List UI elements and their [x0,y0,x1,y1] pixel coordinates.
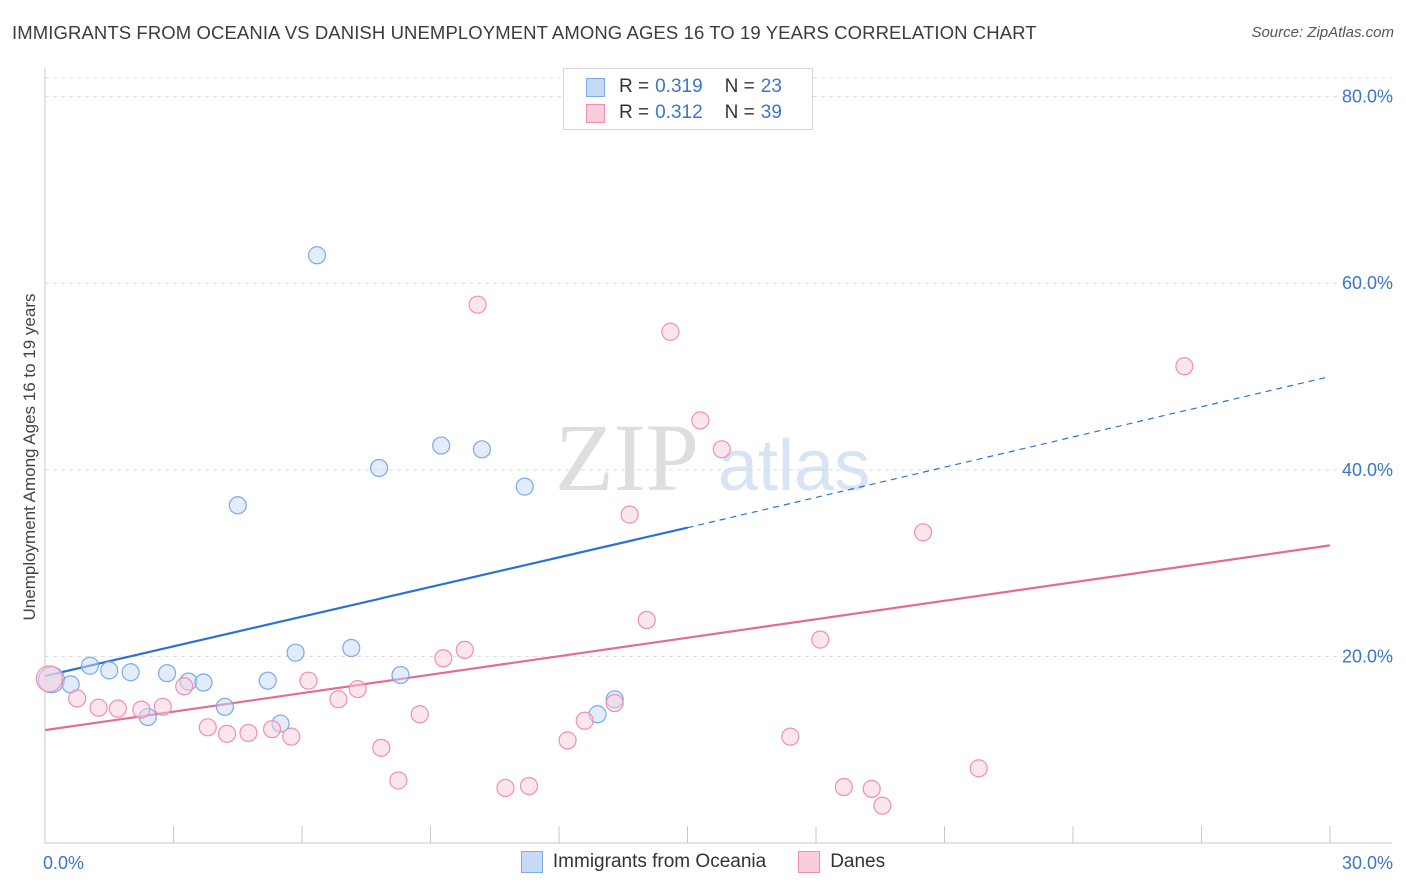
legend-row-danes: R = 0.312 N = 39 [586,100,782,126]
point-danes [834,777,853,797]
point-oceania [194,673,213,692]
point-danes [410,705,429,724]
point-oceania [472,440,491,459]
point-oceania [432,436,451,455]
point-danes [282,727,301,746]
point-danes [239,723,258,743]
trend-line-extension-oceania [687,375,1331,529]
point-oceania [157,664,177,683]
point-oceania [307,246,327,265]
point-danes [434,649,453,668]
point-danes [969,759,988,778]
chart-title: IMMIGRANTS FROM OCEANIA VS DANISH UNEMPL… [12,22,1037,43]
data-points [35,246,1194,815]
zipatlas-watermark: ZIP atlas [555,404,870,511]
point-danes [35,665,63,693]
tick-labels: 20.0% 40.0% 60.0% 80.0% 0.0% 30.0% [43,87,1393,873]
point-oceania [515,477,534,496]
point-danes [198,718,217,737]
correlation-legend: R = 0.319 N = 23 R = 0.312 N = 39 [563,68,813,130]
point-danes [575,711,594,730]
watermark-zip: ZIP [555,404,699,511]
y-tick-label: 60.0% [1342,273,1393,293]
legend-swatch-oceania [586,77,605,97]
point-danes [348,679,367,699]
point-oceania [370,458,389,478]
point-danes [455,640,474,659]
trend-line-oceania [44,526,688,678]
point-oceania [215,697,234,716]
point-danes [1175,357,1194,376]
point-danes [389,771,408,790]
point-oceania [80,656,100,675]
point-oceania [100,661,119,680]
point-danes [175,677,194,696]
x-tick-label-min: 0.0% [43,853,84,873]
point-danes [468,295,487,314]
point-danes [781,727,800,746]
legend-item-oceania[interactable]: Immigrants from Oceania [520,851,767,873]
point-danes [661,322,680,341]
legend-item-danes[interactable]: Danes [798,851,885,873]
legend-n-value-oceania: 23 [760,76,782,97]
legend-row-oceania: R = 0.319 N = 23 [586,74,782,100]
point-oceania [258,671,277,690]
point-oceania [228,496,247,515]
point-danes [132,700,151,719]
point-danes [558,731,577,750]
point-danes [605,693,624,713]
legend-swatch-danes [798,851,821,873]
point-danes [496,778,515,798]
point-danes [691,411,710,430]
y-tick-label: 40.0% [1342,460,1393,480]
point-oceania [391,665,410,685]
axes [44,68,1392,844]
source-credit: Source: ZipAtlas.com [1251,24,1394,41]
watermark-atlas: atlas [718,426,870,506]
point-danes [262,720,282,739]
legend-swatch-oceania [520,851,543,873]
point-danes [913,523,933,542]
point-oceania [286,643,305,662]
point-danes [620,505,639,524]
legend-swatch-danes [586,103,605,123]
point-danes [153,697,172,716]
legend-r-label: R = [619,102,650,123]
point-danes [811,630,830,649]
point-danes [89,698,108,717]
point-danes [329,690,348,709]
trend-line-danes [44,544,1331,732]
legend-label-oceania: Immigrants from Oceania [552,851,767,872]
legend-n-value-danes: 39 [760,102,782,123]
legend-label-danes: Danes [830,851,886,872]
point-danes [519,776,539,796]
point-danes [862,779,881,798]
point-danes [217,724,237,743]
point-danes [712,440,731,459]
legend-n-label: N = [724,102,755,123]
point-danes [637,610,656,630]
legend-r-value-oceania: 0.319 [655,76,703,97]
legend-r-value-danes: 0.312 [655,102,703,123]
point-oceania [342,638,361,658]
point-danes [108,699,127,718]
y-axis-label: Unemployment Among Ages 16 to 19 years [20,293,39,621]
point-danes [873,796,892,815]
point-danes [299,671,318,690]
legend-r-label: R = [619,76,650,97]
y-tick-label: 80.0% [1342,87,1393,107]
y-tick-label: 20.0% [1342,646,1393,666]
point-oceania [121,663,140,682]
trend-lines [44,375,1331,732]
series-legend: Immigrants from Oceania Danes [0,851,1406,873]
x-tick-label-max: 30.0% [1342,853,1393,873]
legend-n-label: N = [724,76,755,97]
point-danes [372,738,391,757]
point-danes [68,689,87,708]
